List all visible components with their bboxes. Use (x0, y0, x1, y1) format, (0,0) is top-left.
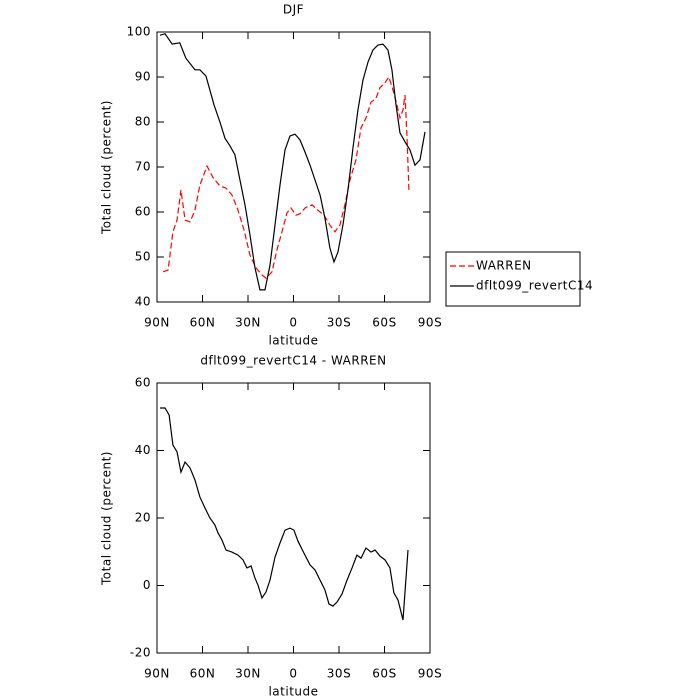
y-tick-label: -20 (130, 646, 151, 660)
legend-label: dflt099_revertC14 (476, 279, 593, 293)
x-tick-label: 90S (418, 316, 442, 330)
data-line (162, 75, 410, 279)
chart-title: DJF (283, 3, 304, 17)
plot-frame (156, 31, 431, 303)
y-axis-label: Total cloud (percent) (100, 100, 114, 235)
y-tick-label: 60 (135, 376, 151, 390)
x-tick-label: 30S (327, 316, 351, 330)
data-line (159, 33, 426, 291)
x-tick-label: 90N (144, 316, 170, 330)
y-tick-label: 40 (135, 443, 151, 457)
y-tick-label: 0 (143, 578, 151, 592)
legend-label: WARREN (476, 259, 532, 273)
x-tick-label: 60S (372, 667, 396, 681)
y-tick-label: 80 (135, 115, 151, 129)
x-tick-label: 30N (235, 667, 261, 681)
y-tick-label: 60 (135, 205, 151, 219)
x-tick-label: 0 (289, 667, 297, 681)
x-axis-label: latitude (268, 334, 318, 348)
x-tick-label: 30S (327, 667, 351, 681)
x-tick-label: 60S (372, 316, 396, 330)
x-tick-label: 90N (144, 667, 170, 681)
x-axis-label: latitude (268, 685, 318, 699)
y-tick-label: 40 (135, 295, 151, 309)
y-tick-label: 50 (135, 250, 151, 264)
x-tick-label: 30N (235, 316, 261, 330)
x-tick-label: 0 (289, 316, 297, 330)
x-tick-label: 60N (190, 667, 216, 681)
y-tick-label: 70 (135, 160, 151, 174)
plot-frame (156, 382, 431, 654)
x-tick-label: 90S (418, 667, 442, 681)
x-tick-label: 60N (190, 316, 216, 330)
y-tick-label: 90 (135, 70, 151, 84)
legend-box (445, 251, 581, 307)
y-tick-label: 20 (135, 511, 151, 525)
y-tick-label: 100 (127, 25, 151, 39)
y-axis-label: Total cloud (percent) (100, 451, 114, 586)
chart-title: dflt099_revertC14 - WARREN (200, 354, 386, 368)
data-line (160, 407, 409, 621)
